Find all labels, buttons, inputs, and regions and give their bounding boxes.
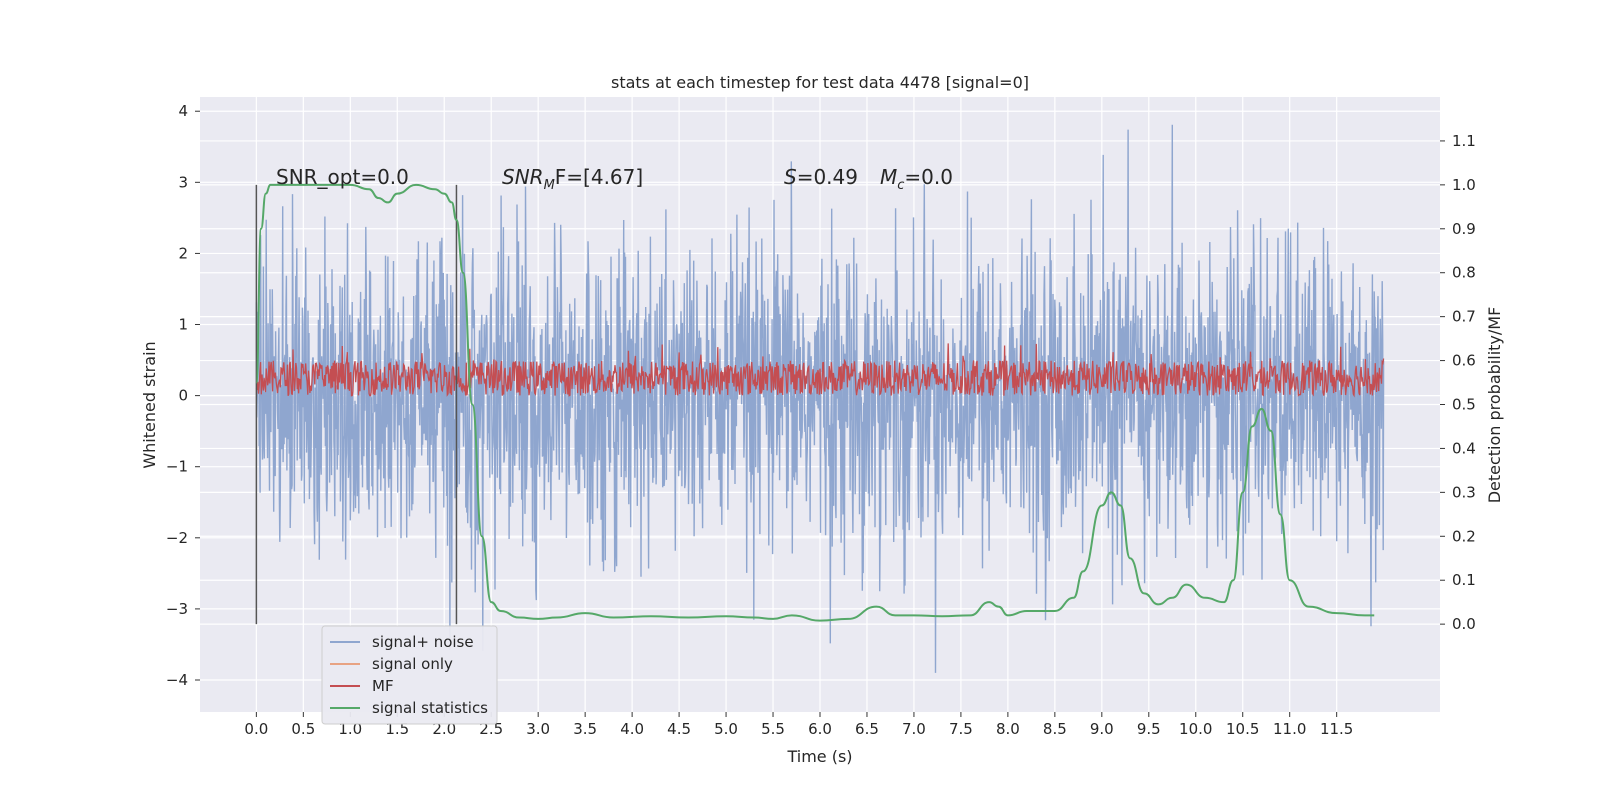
x-tick-label: 9.5 <box>1137 720 1161 738</box>
y-tick-label: −3 <box>166 600 188 618</box>
x-tick-label: 7.5 <box>949 720 973 738</box>
x-tick-label: 0.5 <box>291 720 315 738</box>
s-value: =0.49 <box>797 165 858 189</box>
y-tick-label: −2 <box>166 529 188 547</box>
y2-tick-label: 0.3 <box>1452 483 1476 501</box>
legend-label: MF <box>372 677 394 695</box>
y-tick-label: −1 <box>166 458 188 476</box>
snr-mf-base: SNR <box>502 165 544 189</box>
x-tick-label: 8.0 <box>996 720 1020 738</box>
x-tick-label: 4.5 <box>667 720 691 738</box>
snr-mf-rest: F=[4.67] <box>555 165 643 189</box>
snr-mf-sub: M <box>544 178 555 193</box>
annotation-snr-mf: SNRMF=[4.67] <box>502 165 643 193</box>
y-tick-label: 4 <box>178 102 188 120</box>
y2-tick-label: 0.0 <box>1452 615 1476 633</box>
x-tick-label: 3.0 <box>526 720 550 738</box>
mc-sub: c <box>897 178 904 193</box>
x-tick-label: 9.0 <box>1090 720 1114 738</box>
legend: signal+ noise signal only MF signal statist… <box>321 625 498 725</box>
y-axis-label: Whitened strain <box>140 341 159 468</box>
x-tick-label: 7.0 <box>902 720 926 738</box>
legend-label: signal+ noise <box>372 633 474 651</box>
x-tick-label: 8.5 <box>1043 720 1067 738</box>
y2-tick-label: 0.5 <box>1452 396 1476 414</box>
x-tick-label: 10.5 <box>1226 720 1259 738</box>
x-tick-label: 11.5 <box>1320 720 1353 738</box>
signal-statistics-series <box>255 183 1375 622</box>
x-tick-label: 6.5 <box>855 720 879 738</box>
y2-tick-label: 0.4 <box>1452 439 1476 457</box>
y2-tick-label: 1.0 <box>1452 176 1476 194</box>
y2-tick-label: 0.9 <box>1452 220 1476 238</box>
signal-statistics-line <box>255 183 1375 622</box>
y-tick-label: −4 <box>166 671 188 689</box>
mf-series <box>255 343 1385 398</box>
x-axis-label: Time (s) <box>786 747 852 766</box>
x-tick-label: 4.0 <box>620 720 644 738</box>
mc-value: =0.0 <box>904 165 953 189</box>
y2-tick-label: 0.1 <box>1452 571 1476 589</box>
y-tick-label: 1 <box>178 316 188 334</box>
x-tick-label: 6.0 <box>808 720 832 738</box>
y2-tick-label: 0.2 <box>1452 527 1476 545</box>
y-tick-label: 0 <box>178 387 188 405</box>
mf-line <box>255 343 1385 398</box>
y-tick-label: 3 <box>178 173 188 191</box>
legend-box <box>321 625 498 725</box>
legend-label: signal only <box>372 655 453 673</box>
x-tick-label: 10.0 <box>1179 720 1212 738</box>
chart-title: stats at each timestep for test data 447… <box>611 73 1029 92</box>
x-tick-label: 0.0 <box>244 720 268 738</box>
y2-tick-label: 0.6 <box>1452 352 1476 370</box>
y-tick-label: 2 <box>178 244 188 262</box>
legend-label: signal statistics <box>372 699 488 717</box>
vertical-lines <box>255 184 458 625</box>
annotation-s: S=0.49 <box>784 165 858 189</box>
mc-base: M <box>880 165 897 189</box>
y2-tick-label: 1.1 <box>1452 132 1476 150</box>
annotation-snr-opt: SNR_opt=0.0 <box>276 165 409 189</box>
y2-ticks: 1.1 1.0 0.9 0.8 0.7 0.6 0.5 0.4 0.3 0.2 0.1 0.0 <box>1440 132 1476 633</box>
y2-axis-label: Detection probability/MF <box>1485 307 1504 504</box>
y-ticks: 4 3 2 1 0 −1 −2 −3 −4 <box>166 102 200 689</box>
x-tick-label: 5.5 <box>761 720 785 738</box>
y2-tick-label: 0.8 <box>1452 264 1476 282</box>
y2-tick-label: 0.7 <box>1452 308 1476 326</box>
x-tick-label: 5.0 <box>714 720 738 738</box>
s-label: S <box>784 165 797 189</box>
x-tick-label: 11.0 <box>1273 720 1306 738</box>
annotation-mc: Mc=0.0 <box>880 165 953 193</box>
x-tick-label: 3.5 <box>573 720 597 738</box>
